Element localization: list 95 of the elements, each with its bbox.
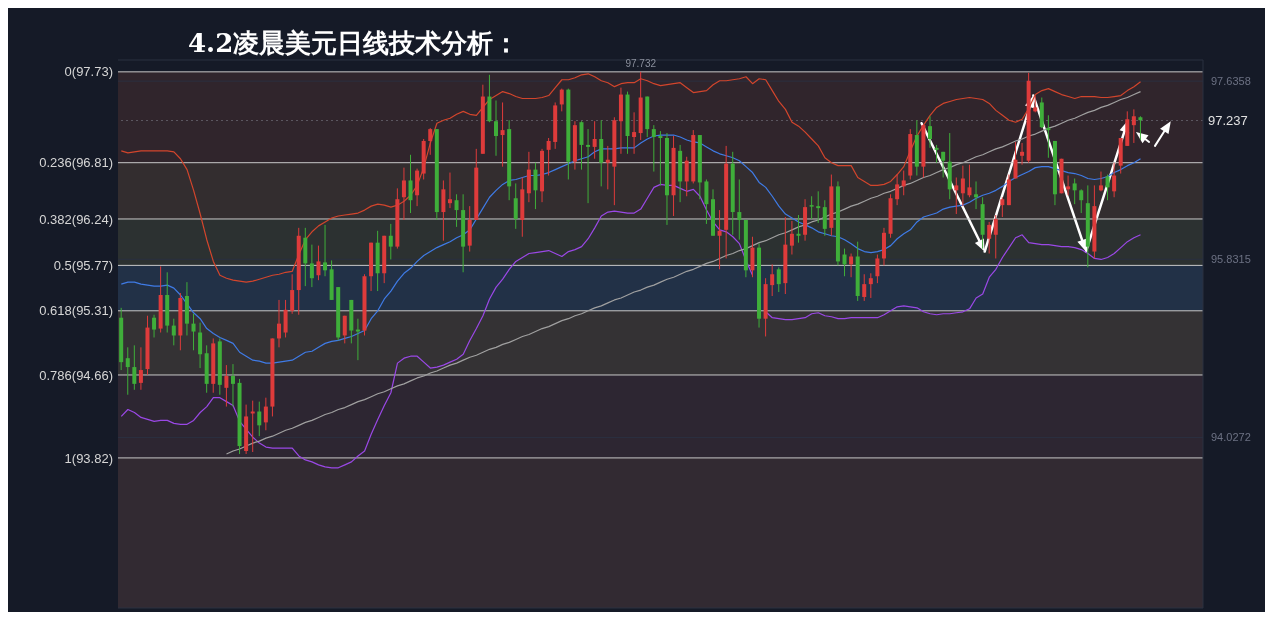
candlestick (257, 401, 262, 437)
candlestick (987, 221, 992, 255)
ref-line-label: 0.236(96.81) (39, 155, 113, 171)
candlestick (868, 272, 873, 299)
candlestick (816, 190, 821, 224)
candlestick (138, 346, 143, 391)
candlestick (592, 120, 597, 160)
candlestick (993, 214, 998, 259)
candlestick (1138, 115, 1143, 141)
candlestick (1066, 175, 1071, 196)
candlestick (1072, 177, 1077, 205)
candlestick (599, 119, 604, 187)
candlestick (1112, 162, 1117, 198)
candlestick (750, 236, 755, 278)
candlestick (1020, 142, 1025, 166)
candlestick (230, 363, 235, 408)
ref-line-label: 97.237 (1208, 113, 1248, 129)
candlestick (309, 244, 314, 288)
candlestick (967, 164, 972, 198)
candlestick (191, 313, 196, 351)
candlestick (974, 180, 979, 210)
candlestick (704, 178, 709, 225)
candlestick (283, 299, 288, 338)
y-tick-label: 94.0272 (1211, 431, 1251, 444)
candlestick (875, 254, 880, 284)
candlestick (770, 263, 775, 297)
candlestick (342, 315, 347, 344)
candlestick (132, 344, 137, 391)
candlestick (171, 318, 176, 346)
candlestick (1000, 196, 1005, 218)
candlestick (290, 273, 295, 315)
candlestick (263, 397, 268, 431)
candlestick (658, 130, 663, 186)
candlestick (526, 151, 531, 203)
candlestick (954, 177, 959, 215)
ref-line-label: 1(93.82) (64, 450, 113, 466)
candlestick (316, 245, 321, 281)
candlestick (355, 318, 360, 361)
candlestick (776, 266, 781, 293)
y-tick-label: 97.6358 (1211, 75, 1251, 88)
candlestick (152, 314, 157, 338)
candlestick (901, 170, 906, 196)
candlestick (684, 156, 689, 197)
candlestick (198, 322, 203, 369)
candlestick (1131, 108, 1136, 144)
candlestick (401, 167, 406, 221)
candlestick (1098, 171, 1103, 192)
candlestick (586, 128, 591, 204)
candlestick (277, 299, 281, 348)
candlestick (546, 137, 551, 177)
ref-line-label: 0.382(96.24) (39, 211, 113, 227)
candlestick (408, 154, 413, 214)
candlestick (849, 253, 854, 278)
candlestick (789, 220, 794, 256)
candlestick (717, 209, 722, 270)
chart-title: 4.2凌晨美元日线技术分析： (188, 27, 520, 60)
candlestick (323, 224, 328, 277)
candlestick (928, 115, 932, 149)
y-tick-label: 95.8315 (1211, 253, 1251, 266)
candlestick (224, 364, 229, 408)
candlestick (605, 145, 610, 190)
candlestick (737, 178, 742, 241)
line-series (120, 73, 1142, 283)
candlestick (559, 88, 564, 112)
candlestick (1013, 141, 1018, 179)
ref-line-label: 0.786(94.66) (39, 367, 113, 383)
candlestick (125, 346, 130, 396)
candlestick (632, 111, 637, 155)
candlestick (513, 182, 518, 230)
candlestick (441, 179, 446, 242)
candlestick (447, 172, 452, 209)
line-series (225, 91, 1142, 455)
candlestick (842, 248, 847, 277)
candlestick (862, 273, 867, 302)
candlestick (579, 120, 584, 171)
candlestick (500, 101, 505, 168)
annotation: 97.732 (625, 57, 657, 69)
candlestick (1046, 114, 1051, 159)
candlestick (822, 199, 827, 237)
candlestick (651, 124, 656, 173)
candlestick (941, 151, 946, 178)
candlestick (796, 214, 801, 244)
candlestick (1105, 174, 1110, 201)
candlestick (388, 223, 393, 260)
candlestick (960, 165, 965, 207)
candlestick (533, 162, 538, 210)
candlestick (809, 195, 814, 220)
candlestick (494, 99, 498, 157)
candlestick (895, 174, 900, 206)
ref-line-label: 0(97.73) (64, 64, 113, 80)
candlestick (1079, 188, 1084, 214)
candlestick (454, 193, 459, 228)
candlestick (428, 127, 433, 156)
ref-line-label: 0.618(95.31) (39, 303, 113, 319)
ref-line-label: 0.5(95.77) (53, 257, 113, 273)
